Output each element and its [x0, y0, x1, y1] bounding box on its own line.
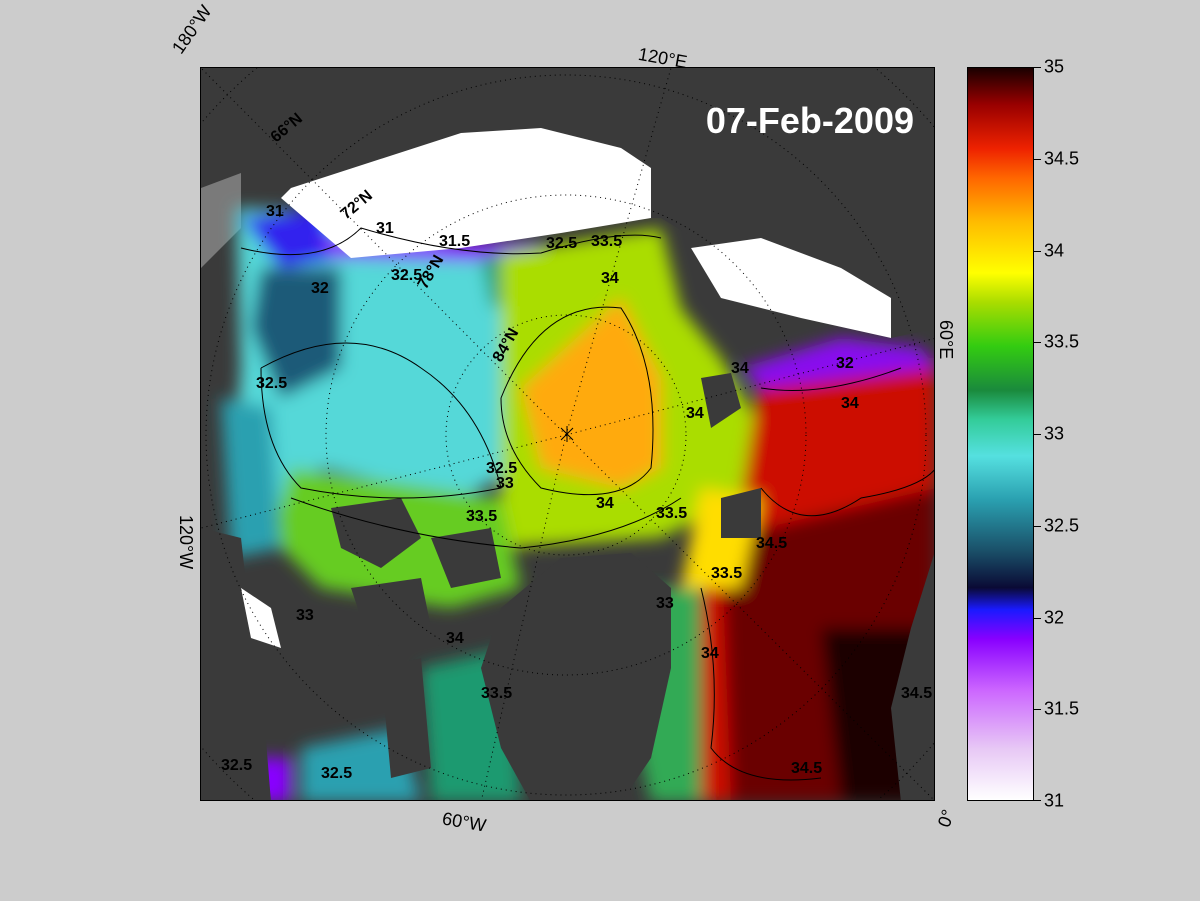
colorbar-tick [1034, 617, 1041, 619]
colorbar-tick-label: 34.5 [1044, 148, 1080, 169]
meridian-label-60w: 60°W [440, 808, 488, 836]
colorbar-tick [1034, 800, 1041, 801]
contour-label: 33 [296, 607, 314, 624]
colorbar-tick [1034, 709, 1041, 711]
salinity-map: 31 31 31.5 32 32.5 32.5 33.5 34 32.5 32.… [200, 67, 935, 801]
scandinavia [891, 554, 934, 800]
colorbar-tick [1034, 158, 1041, 160]
north-pole-marker [560, 426, 574, 442]
contour-label: 31.5 [439, 233, 470, 250]
colorbar-tick-label: 32.5 [1044, 515, 1080, 536]
contour-label: 34 [701, 645, 719, 662]
colorbar-tick-label: 32 [1044, 607, 1065, 627]
colorbar-tick [1034, 67, 1041, 68]
contour-label-group: 31 31 31.5 32 32.5 32.5 33.5 34 32.5 32.… [221, 203, 932, 782]
meridian-label-0: 0° [933, 806, 959, 830]
contour-label: 34 [841, 395, 859, 412]
colorbar-tick-label: 34 [1044, 240, 1065, 260]
graticule [201, 68, 934, 800]
greenland [481, 553, 671, 800]
contour-label: 31 [376, 220, 394, 237]
colorbar-tick-label: 33 [1044, 423, 1065, 444]
contour-label: 32.5 [391, 267, 422, 284]
contour-label: 32 [311, 280, 329, 297]
contour-label: 34 [596, 495, 614, 512]
contour-label: 34.5 [901, 685, 932, 702]
colorbar-tick-label: 31 [1044, 790, 1065, 811]
contour-label: 33 [656, 595, 674, 612]
date-label: 07-Feb-2009 [705, 100, 914, 141]
contour-label: 33.5 [466, 508, 497, 525]
colorbar-tick-label: 33.5 [1044, 331, 1080, 352]
meridian-label-120w: 120°W [176, 515, 196, 570]
contour-label: 32.5 [256, 375, 287, 392]
contour-label: 33.5 [481, 685, 512, 702]
contour-label: 33.5 [591, 233, 622, 250]
contour-label: 34 [601, 270, 619, 287]
contour-label: 34.5 [756, 535, 787, 552]
contour-label: 32.5 [321, 765, 352, 782]
contour-label: 33 [496, 475, 514, 492]
contour-label: 32.5 [486, 460, 517, 477]
sea-ice [241, 128, 891, 648]
colorbar-tick [1034, 525, 1041, 527]
meridian-label-60e: 60°E [936, 320, 956, 360]
contour-label: 32 [836, 355, 854, 372]
islands-east [701, 373, 761, 538]
colorbar-tick-label: 31.5 [1044, 698, 1080, 719]
colorbar-tick-label: 35 [1044, 56, 1065, 77]
meridian-label-180w: 180°W [168, 1, 216, 58]
contour-label: 33.5 [711, 565, 742, 582]
colorbar-tick [1034, 250, 1041, 252]
contour-label: 31 [266, 203, 284, 220]
contour-label: 33.5 [656, 505, 687, 522]
contour-label: 34 [686, 405, 704, 422]
colorbar-tick [1034, 342, 1041, 344]
contour-label: 32.5 [221, 757, 252, 774]
contour-label: 34.5 [791, 760, 822, 777]
colorbar [967, 67, 1034, 801]
colorbar-tick [1034, 434, 1041, 435]
archipelago [201, 498, 501, 800]
map-canvas: 31 31 31.5 32 32.5 32.5 33.5 34 32.5 32.… [201, 68, 934, 800]
contour-label: 32.5 [546, 235, 577, 252]
contour-label: 34 [446, 630, 464, 647]
contour-lines [240, 227, 934, 781]
contour-label: 34 [731, 360, 749, 377]
